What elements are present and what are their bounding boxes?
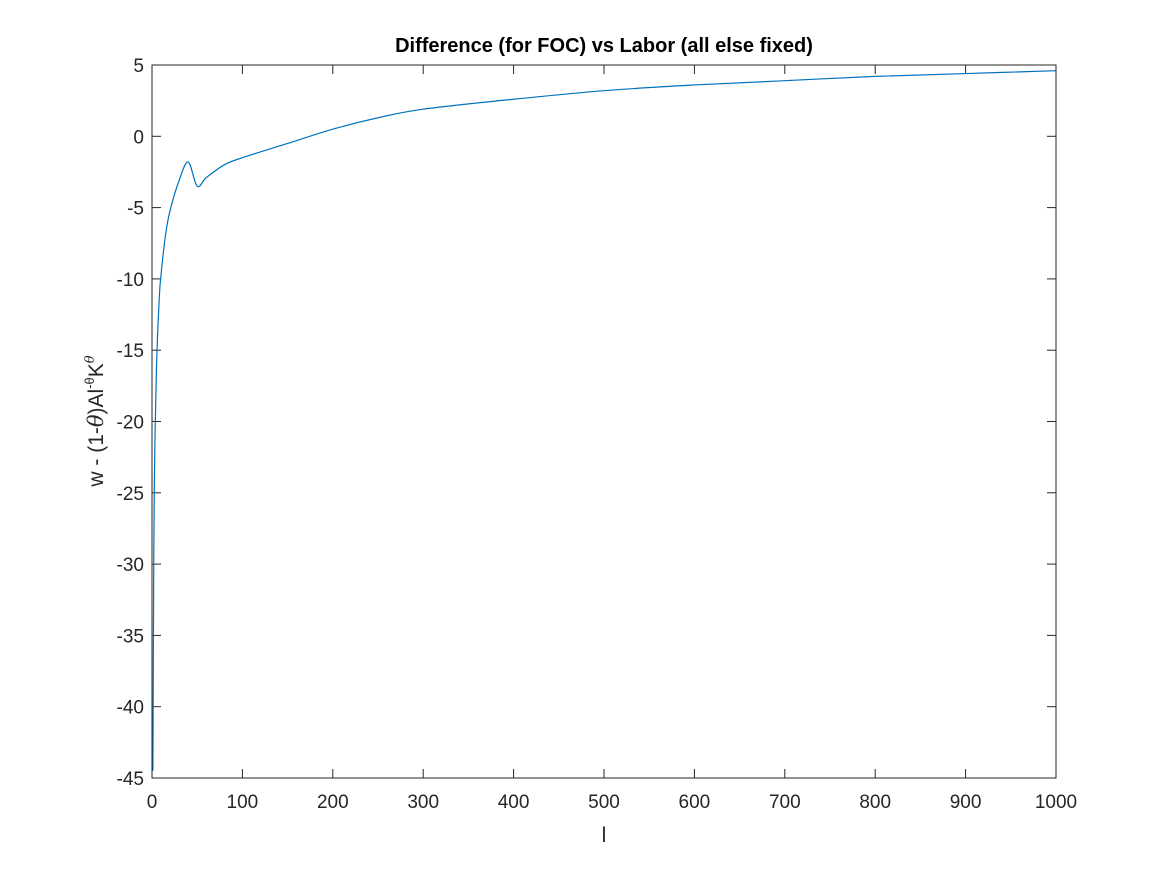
y-label-prefix: w - (1-	[85, 427, 108, 488]
y-label-exponent-2: θ	[83, 355, 98, 363]
plot-frame	[151, 64, 1057, 779]
x-tick-label: 700	[769, 792, 801, 813]
x-tick-label: 600	[679, 792, 711, 813]
x-tick-label: 400	[498, 792, 530, 813]
y-tick-label: -40	[117, 698, 144, 719]
y-tick-label: 5	[133, 56, 144, 77]
x-tick-label: 500	[588, 792, 620, 813]
y-tick-label: -45	[117, 769, 144, 790]
series-line	[152, 70, 1057, 771]
x-axis-label: l	[602, 824, 607, 847]
x-tick-label: 900	[950, 792, 982, 813]
plot-background	[152, 65, 1056, 778]
chart-title: Difference (for FOC) vs Labor (all else …	[395, 35, 813, 57]
y-tick-label: -35	[117, 626, 144, 647]
x-tick-label: 800	[859, 792, 891, 813]
x-tick-label: 100	[227, 792, 259, 813]
x-tick-label: 300	[407, 792, 439, 813]
y-tick-label: -5	[127, 199, 144, 220]
tick-labels: 0 100 200 300 400 500 600 700 800 900 1000 5 0 -5 -10 -…	[117, 56, 1078, 813]
x-tick-label: 1000	[1035, 792, 1077, 813]
y-label-theta: θ	[84, 414, 108, 427]
y-tick-label: -20	[117, 413, 144, 434]
y-label-k: K	[85, 363, 108, 377]
x-tick-label: 200	[317, 792, 349, 813]
y-tick-label: 0	[133, 127, 144, 148]
y-tick-label: -15	[117, 341, 144, 362]
y-axis-label: w - (1-θ)Al-θKθ	[82, 355, 108, 487]
y-tick-label: -10	[117, 270, 144, 291]
x-tick-label: 0	[147, 792, 158, 813]
y-tick-label: -30	[117, 555, 144, 576]
y-label-exponent-1: -θ	[82, 377, 97, 389]
y-label-middle: )Al	[85, 389, 108, 415]
y-tick-label: -25	[117, 484, 144, 505]
